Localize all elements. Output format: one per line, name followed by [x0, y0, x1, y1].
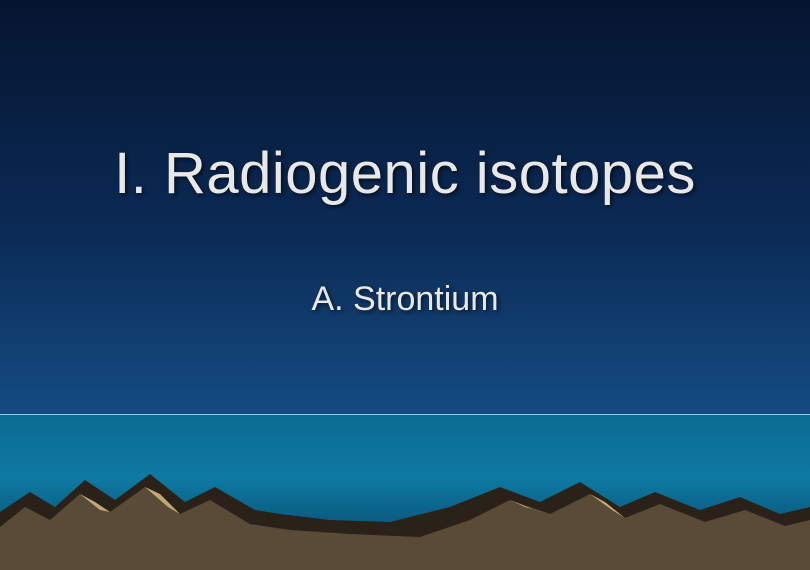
- sky-background: [0, 0, 810, 415]
- slide-subtitle: A. Strontium: [0, 280, 810, 319]
- slide-container: I. Radiogenic isotopes A. Strontium: [0, 0, 810, 570]
- slide-title: I. Radiogenic isotopes: [0, 140, 810, 207]
- water-background: [0, 415, 810, 570]
